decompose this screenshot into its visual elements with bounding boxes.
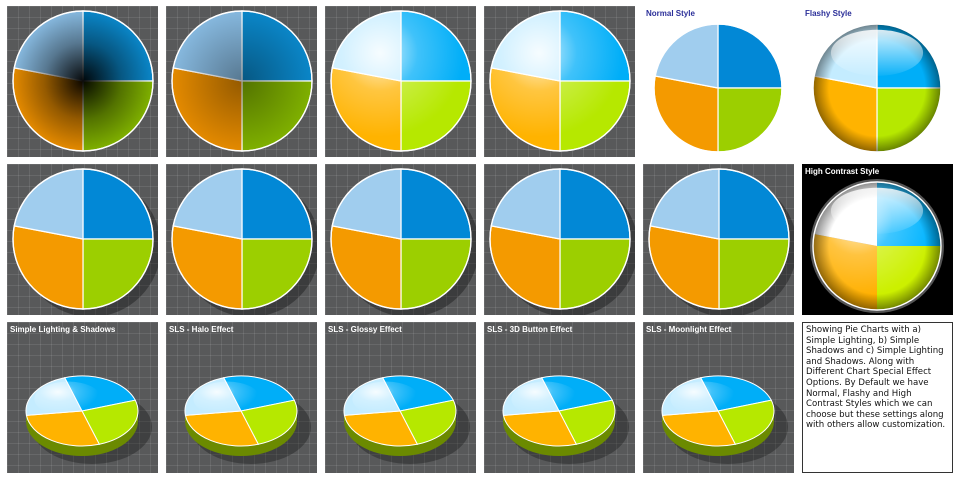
pie-slice-green: [717, 87, 783, 153]
pie-chart-panel-4: [484, 6, 635, 157]
pie-slice-green: [240, 399, 298, 445]
pie-chart-panel-3: [325, 6, 476, 157]
pie-chart-panel-8: [166, 164, 317, 315]
pie-chart-14: [184, 375, 311, 464]
pie-slice-green: [81, 399, 139, 445]
pie-slice-light-blue: [654, 23, 719, 89]
pie-slice-green: [399, 399, 457, 445]
chart-title: High Contrast Style: [805, 167, 880, 176]
chart-title: SLS - Moonlight Effect: [646, 325, 732, 334]
pie-slice-blue: [718, 168, 790, 240]
pie-slice-orange: [343, 410, 419, 447]
pie-chart-panel-2: [166, 6, 317, 157]
pie-slice-blue: [400, 168, 472, 240]
pie-chart-panel-17: SLS - Moonlight Effect: [643, 322, 794, 473]
pie-slice-orange: [653, 75, 719, 153]
chart-title: SLS - Glossy Effect: [328, 325, 402, 334]
pie-slice-orange: [661, 410, 737, 447]
pie-slice-orange: [12, 225, 84, 310]
pie-chart-panel-14: SLS - Halo Effect: [166, 322, 317, 473]
pie-chart-5: [653, 23, 783, 153]
pie-chart-1: [12, 10, 154, 152]
pie-slice-blue: [241, 168, 313, 240]
pie-slice-orange: [648, 225, 720, 310]
pie-chart-panel-15: SLS - Glossy Effect: [325, 322, 476, 473]
pie-slice-green: [717, 399, 775, 445]
chart-title: Normal Style: [646, 9, 695, 18]
pie-chart-8: [171, 168, 317, 315]
pie-slice-green: [558, 399, 616, 445]
pie-chart-12: [810, 179, 944, 313]
pie-slice-orange: [25, 410, 101, 447]
pie-chart-2: [171, 10, 313, 152]
pie-chart-11: [648, 168, 794, 315]
pie-chart-panel-5: Normal Style: [643, 6, 794, 157]
pie-slice-orange: [171, 225, 243, 310]
chart-title: SLS - Halo Effect: [169, 325, 234, 334]
description-text: Showing Pie Charts with a) Simple Lighti…: [806, 325, 946, 431]
pie-slice-green: [559, 238, 631, 310]
chart-title: Flashy Style: [805, 9, 852, 18]
description-panel: Showing Pie Charts with a) Simple Lighti…: [802, 322, 953, 473]
pie-chart-16: [502, 375, 629, 464]
pie-slice-green: [400, 238, 472, 310]
pie-chart-panel-6: Flashy Style: [802, 6, 953, 157]
pie-slice-orange: [184, 410, 260, 447]
pie-chart-panel-1: [7, 6, 158, 157]
pie-slice-green: [241, 238, 313, 310]
pie-chart-panel-11: [643, 164, 794, 315]
pie-chart-panel-12: High Contrast Style: [802, 164, 953, 315]
pie-slice-orange: [330, 225, 402, 310]
pie-chart-panel-16: SLS - 3D Button Effect: [484, 322, 635, 473]
pie-chart-9: [330, 168, 476, 315]
pie-chart-3: [330, 10, 472, 152]
pie-slice-orange: [502, 410, 578, 447]
pie-slice-blue: [82, 168, 154, 240]
pie-chart-10: [489, 168, 635, 315]
pie-chart-15: [343, 375, 470, 464]
pie-chart-panel-9: [325, 164, 476, 315]
pie-chart-panel-7: [7, 164, 158, 315]
pie-slice-orange: [489, 225, 561, 310]
pie-chart-13: [25, 375, 152, 464]
chart-title: Simple Lighting & Shadows: [10, 325, 116, 334]
pie-slice-blue: [717, 23, 783, 89]
pie-chart-4: [489, 10, 631, 152]
pie-chart-panel-13: Simple Lighting & Shadows: [7, 322, 158, 473]
pie-chart-panel-10: [484, 164, 635, 315]
pie-chart-17: [661, 375, 788, 464]
chart-title: SLS - 3D Button Effect: [487, 325, 573, 334]
pie-slice-blue: [559, 168, 631, 240]
pie-slice-green: [82, 238, 154, 310]
pie-slice-green: [718, 238, 790, 310]
pie-chart-7: [12, 168, 158, 315]
pie-chart-6: [812, 23, 942, 153]
